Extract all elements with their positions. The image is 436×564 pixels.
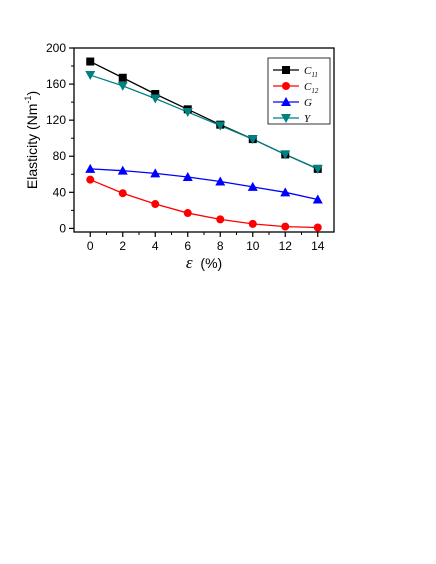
y-axis-title-close: )	[24, 91, 40, 96]
x-tick-label: 12	[279, 239, 293, 253]
data-point-series-3	[117, 81, 128, 91]
legend-label-subscript: 11	[311, 71, 317, 79]
legend-label-name: G	[304, 97, 312, 109]
legend-label: C11	[304, 65, 318, 79]
data-point-series-1	[313, 223, 322, 232]
data-point-series-3	[247, 135, 258, 145]
series-line-3	[90, 74, 319, 170]
data-point-series-1	[118, 189, 127, 198]
data-point-series-3	[85, 71, 96, 81]
legend-label-name: Y	[304, 113, 312, 125]
data-point-series-1	[216, 215, 225, 224]
y-axis-title: Elasticity (Nm-1)	[23, 91, 40, 189]
data-point-series-2	[150, 168, 161, 178]
legend-marker	[281, 114, 291, 123]
legend-label: G	[304, 97, 312, 109]
y-tick-label: 200	[46, 41, 66, 55]
x-axis-unit: (%)	[200, 255, 222, 271]
data-point-series-2	[247, 181, 258, 191]
legend-marker	[281, 97, 291, 106]
data-point-series-0	[86, 57, 95, 66]
x-tick-label: 8	[217, 239, 224, 253]
data-point-series-2	[182, 171, 193, 181]
data-point-series-1	[86, 175, 95, 184]
series-line-2	[90, 168, 318, 201]
data-point-series-3	[150, 94, 161, 104]
series-lines	[89, 60, 319, 229]
x-tick-label: 2	[119, 239, 126, 253]
x-tick-label: 6	[184, 239, 191, 253]
y-axis-title-main: Elasticity (Nm	[24, 104, 40, 190]
legend-label-subscript: 12	[311, 87, 319, 95]
data-point-series-3	[312, 164, 323, 174]
data-point-series-2	[85, 163, 96, 173]
data-point-series-3	[280, 150, 291, 160]
data-point-series-0	[118, 73, 127, 82]
y-tick-label: 120	[46, 113, 66, 127]
data-point-series-2	[215, 176, 226, 186]
y-tick-label: 80	[53, 149, 67, 163]
legend-marker	[282, 66, 290, 74]
data-point-series-1	[183, 209, 192, 218]
y-axis-title-sup: -1	[23, 96, 33, 104]
y-tick-label: 0	[59, 221, 66, 235]
data-point-series-3	[215, 121, 226, 131]
data-point-series-1	[281, 222, 290, 231]
y-tick-label: 160	[46, 77, 66, 91]
y-tick-label: 40	[53, 185, 67, 199]
x-axis-title: ε (%)	[186, 253, 222, 272]
data-point-series-1	[248, 219, 257, 228]
x-tick-label: 0	[87, 239, 94, 253]
legend-label: C12	[304, 81, 319, 95]
legend-label: Y	[304, 113, 312, 125]
legend-label-name: C	[304, 65, 312, 77]
legend-marker	[282, 82, 290, 90]
data-point-series-1	[151, 200, 160, 209]
data-point-series-3	[182, 108, 193, 118]
data-point-series-2	[117, 165, 128, 175]
series-markers	[85, 57, 323, 232]
data-point-series-0	[151, 90, 160, 98]
x-axis-symbol: ε	[186, 253, 193, 272]
data-point-series-2	[312, 194, 323, 204]
x-axis: 0 2 4 6 8 10 12 14	[87, 232, 325, 253]
x-tick-label: 4	[152, 239, 159, 253]
x-tick-label: 14	[311, 239, 325, 253]
data-point-series-2	[280, 187, 291, 197]
legend-box	[267, 57, 331, 125]
legend-label-name: C	[304, 81, 312, 93]
x-tick-label: 10	[246, 239, 260, 253]
y-axis: 0 40 80 120 160 200	[46, 41, 74, 235]
series-line-1	[90, 179, 318, 229]
